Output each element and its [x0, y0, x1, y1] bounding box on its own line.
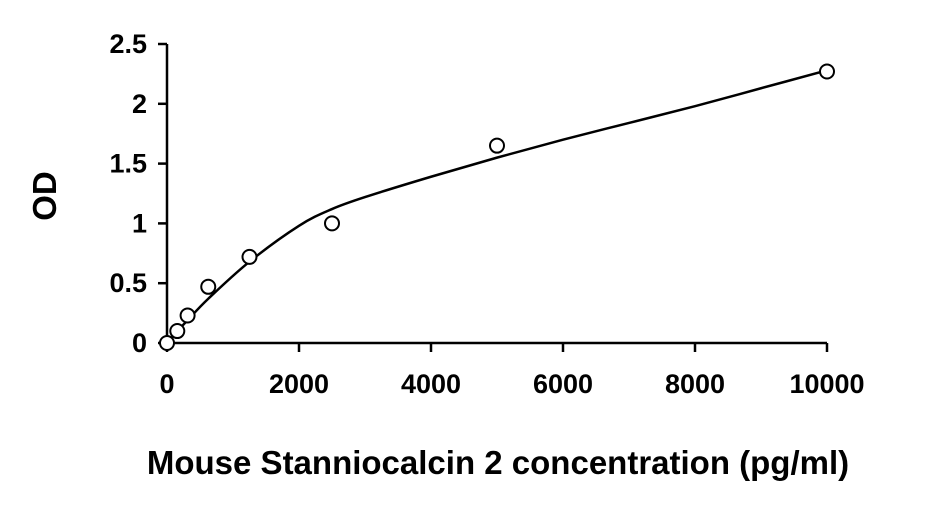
y-tick-label: 2.5 [109, 29, 147, 59]
data-point [489, 137, 505, 154]
x-axis-title: Mouse Stanniocalcin 2 concentration (pg/… [147, 444, 849, 481]
x-axis-ticks: 0 2000 4000 6000 8000 10000 [159, 343, 865, 399]
data-points [159, 63, 835, 351]
data-point [179, 307, 196, 324]
x-tick-label: 2000 [269, 369, 329, 399]
data-point [324, 215, 340, 232]
fit-curve [166, 69, 828, 344]
y-tick-label: 2 [132, 89, 147, 119]
y-tick-label: 1 [132, 208, 147, 238]
data-point [241, 248, 258, 265]
x-tick-label: 6000 [533, 369, 593, 399]
y-tick-label: 0 [132, 328, 147, 358]
x-tick-label: 8000 [665, 369, 725, 399]
data-point [200, 278, 217, 295]
x-tick-label: 10000 [789, 369, 864, 399]
axes [165, 44, 827, 345]
y-tick-label: 0.5 [109, 268, 147, 298]
x-tick-label: 0 [159, 369, 174, 399]
x-tick-label: 4000 [401, 369, 461, 399]
data-point [169, 323, 186, 340]
data-point [159, 335, 175, 351]
y-tick-label: 1.5 [109, 149, 147, 179]
y-axis-ticks: 0 0.5 1 1.5 2 2.5 [109, 29, 167, 358]
y-axis-title: OD [26, 171, 63, 221]
data-point [819, 63, 835, 80]
